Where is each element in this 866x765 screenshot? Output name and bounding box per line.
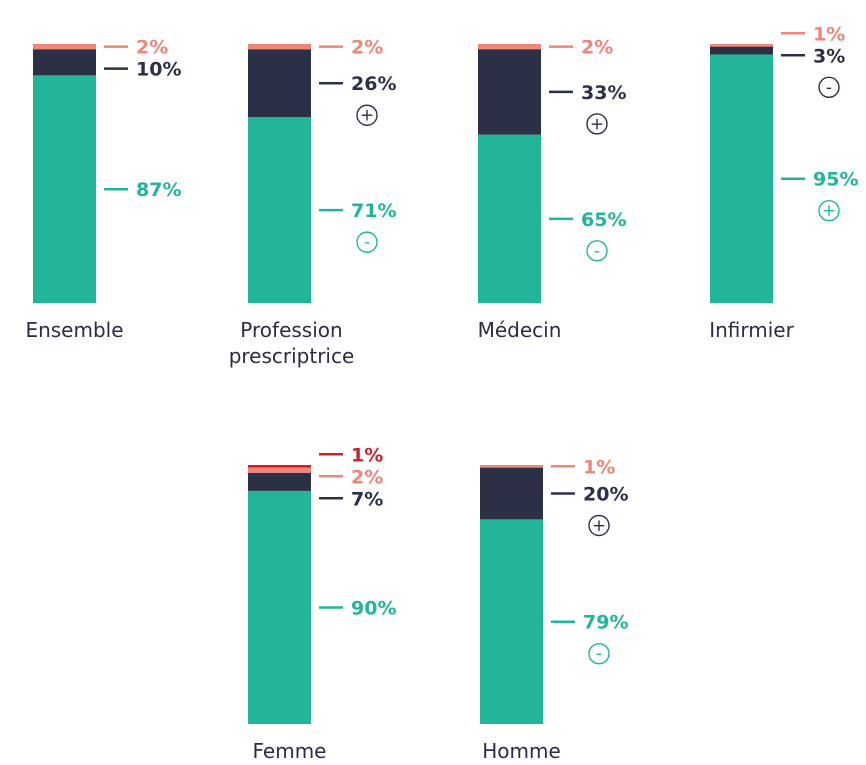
- significance-icon-medecin-dark: [586, 113, 608, 135]
- category-label-profession-prescriptrice-line1: Profession: [240, 318, 342, 342]
- significance-icon-profession-prescriptrice-teal: [356, 231, 378, 253]
- value-label-medecin-salmon: 2%: [581, 37, 613, 59]
- bar-group-medecin: 2% 33% +65% - Médecin: [478, 37, 627, 342]
- value-label-infirmier-teal: 95%: [813, 169, 858, 191]
- bar-segment-homme-salmon: [480, 465, 543, 468]
- value-label-ensemble-teal: 87%: [136, 179, 181, 201]
- bar-segment-femme-red: [248, 465, 311, 468]
- value-label-infirmier-dark: 3%: [813, 45, 845, 67]
- bar-segment-medecin-salmon: [478, 44, 541, 50]
- value-label-femme-red: 1%: [351, 444, 383, 466]
- value-label-femme-teal: 90%: [351, 597, 396, 619]
- bar-segment-homme-dark: [480, 467, 543, 520]
- bar-group-infirmier: 1%3% - 95% + Infirmier: [709, 23, 858, 342]
- significance-sign-infirmier-dark: -: [826, 78, 832, 98]
- category-label-homme: Homme: [482, 739, 561, 763]
- category-label-ensemble: Ensemble: [25, 318, 123, 342]
- significance-icon-infirmier-teal: [818, 200, 840, 222]
- value-label-infirmier-salmon: 1%: [813, 23, 845, 45]
- value-label-medecin-dark: 33%: [581, 82, 626, 104]
- bar-segment-medecin-dark: [478, 49, 541, 135]
- value-label-profession-prescriptrice-teal: 71%: [351, 200, 396, 222]
- category-label-medecin: Médecin: [478, 318, 562, 342]
- bar-segment-homme-teal: [480, 519, 543, 724]
- significance-sign-medecin-teal: -: [594, 241, 600, 261]
- value-label-ensemble-salmon: 2%: [136, 37, 168, 59]
- significance-icon-medecin-teal: [586, 240, 608, 262]
- bar-segment-profession-prescriptrice-salmon: [248, 44, 311, 50]
- value-label-femme-salmon: 2%: [351, 466, 383, 488]
- significance-sign-profession-prescriptrice-dark: +: [360, 106, 374, 126]
- bar-segment-femme-dark: [248, 472, 311, 491]
- bar-segment-ensemble-salmon: [33, 44, 96, 50]
- value-label-homme-dark: 20%: [583, 483, 628, 505]
- bar-group-ensemble: 2%10% 87% Ensemble: [25, 37, 181, 342]
- significance-sign-homme-teal: -: [596, 644, 602, 664]
- bar-segment-ensemble-dark: [33, 49, 96, 76]
- bar-segment-profession-prescriptrice-teal: [248, 117, 311, 303]
- category-label-infirmier: Infirmier: [709, 318, 794, 342]
- value-label-ensemble-dark: 10%: [136, 59, 181, 81]
- bar-segment-infirmier-dark: [710, 46, 773, 55]
- bar-segment-femme-salmon: [248, 467, 311, 473]
- significance-sign-infirmier-teal: +: [822, 201, 836, 221]
- significance-icon-homme-dark: [588, 514, 610, 537]
- value-label-medecin-teal: 65%: [581, 209, 626, 231]
- value-label-homme-teal: 79%: [583, 612, 628, 634]
- significance-icon-infirmier-dark: [818, 76, 840, 99]
- bar-segment-infirmier-salmon: [710, 44, 773, 47]
- value-label-homme-salmon: 1%: [583, 456, 615, 478]
- bar-segment-infirmier-teal: [710, 54, 773, 303]
- value-label-profession-prescriptrice-salmon: 2%: [351, 37, 383, 59]
- bar-segment-medecin-teal: [478, 134, 541, 303]
- bar-segment-profession-prescriptrice-dark: [248, 49, 311, 118]
- significance-sign-medecin-dark: +: [590, 114, 604, 134]
- significance-icon-profession-prescriptrice-dark: [356, 104, 378, 126]
- bar-group-femme: 1%2%7% 90% Femme: [248, 444, 396, 763]
- significance-icon-homme-teal: [588, 642, 610, 665]
- value-label-femme-dark: 7%: [351, 488, 383, 510]
- category-label-femme: Femme: [253, 739, 327, 763]
- significance-sign-homme-dark: +: [592, 516, 606, 536]
- bar-group-homme: 1% 20% +79% - Homme: [480, 456, 628, 763]
- significance-sign-profession-prescriptrice-teal: -: [364, 233, 370, 253]
- bar-segment-ensemble-teal: [33, 75, 96, 303]
- bar-segment-femme-teal: [248, 490, 311, 724]
- value-label-profession-prescriptrice-dark: 26%: [351, 73, 396, 95]
- category-label-profession-prescriptrice-line2: prescriptrice: [229, 344, 355, 368]
